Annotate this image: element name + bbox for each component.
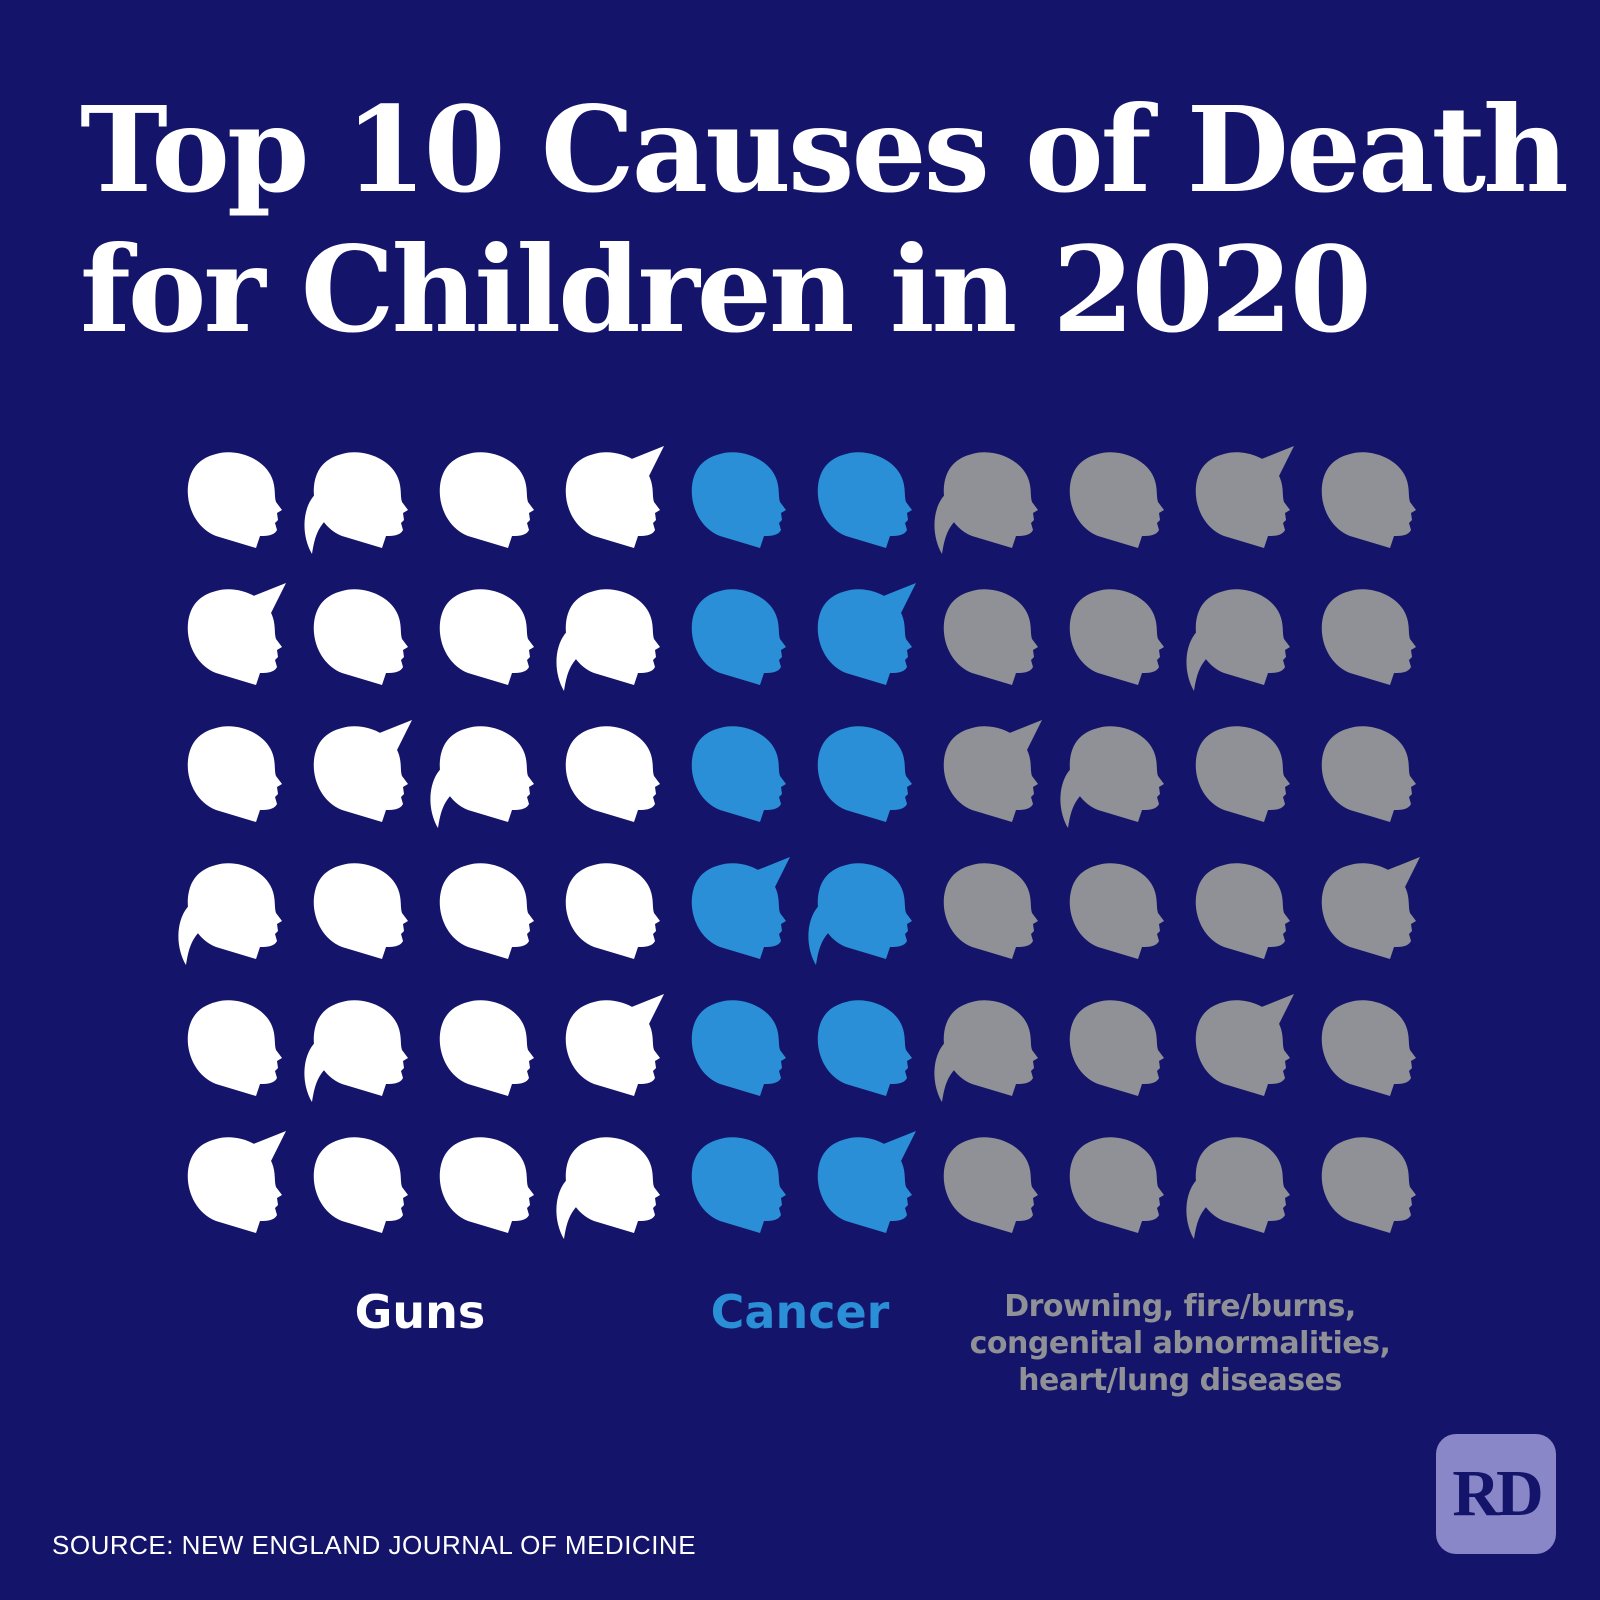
child-head-icon	[691, 452, 786, 548]
child-head-icon	[1195, 863, 1290, 959]
child-head-icon	[934, 1000, 1038, 1102]
child-head-icon	[1321, 452, 1416, 548]
child-head-icon	[1186, 589, 1290, 691]
child-head-icon	[187, 1131, 286, 1233]
child-head-icon	[691, 589, 786, 685]
child-head-icon	[934, 452, 1038, 554]
child-head-icon	[691, 857, 790, 959]
child-head-icon	[565, 446, 664, 548]
child-head-icon	[313, 720, 412, 822]
child-head-icon	[1321, 1137, 1416, 1233]
child-head-icon	[1069, 863, 1164, 959]
child-head-icon	[187, 726, 282, 822]
child-head-icon	[1069, 1000, 1164, 1096]
child-head-icon	[1321, 589, 1416, 685]
child-head-icon	[439, 589, 534, 685]
child-head-icon	[565, 863, 660, 959]
child-head-icon	[943, 863, 1038, 959]
child-head-icon	[313, 589, 408, 685]
child-head-icon	[1321, 726, 1416, 822]
child-head-icon	[817, 1131, 916, 1233]
child-head-icon	[1069, 589, 1164, 685]
child-head-icon	[304, 452, 408, 554]
child-head-icons	[178, 446, 1420, 1239]
label-other-line-1: Drowning, fire/burns,	[1004, 1289, 1356, 1324]
label-other-line-2: congenital abnormalities,	[969, 1326, 1391, 1361]
child-head-icon	[943, 1137, 1038, 1233]
infographic-title: Top 10 Causes of Death for Children in 2…	[80, 80, 1569, 360]
rd-logo: RD	[1436, 1434, 1556, 1554]
child-head-icon	[1069, 1137, 1164, 1233]
child-head-icon	[430, 726, 534, 828]
child-head-icon	[1195, 446, 1294, 548]
title-line-1: Top 10 Causes of Death	[80, 80, 1569, 219]
child-head-icon	[439, 452, 534, 548]
child-head-icon	[313, 1137, 408, 1233]
child-head-icon	[439, 1137, 534, 1233]
child-head-icon	[817, 452, 912, 548]
label-cancer: Cancer	[710, 1285, 890, 1339]
child-head-icon	[691, 1137, 786, 1233]
label-other-line-3: heart/lung diseases	[1018, 1363, 1342, 1398]
child-head-icon	[565, 726, 660, 822]
child-head-icon	[817, 726, 912, 822]
child-head-icon	[439, 863, 534, 959]
rd-logo-text: RD	[1452, 1457, 1543, 1530]
child-head-icon	[556, 589, 660, 691]
child-head-icon	[1186, 1137, 1290, 1239]
child-head-icon	[808, 863, 912, 965]
child-head-icon	[1060, 726, 1164, 828]
child-head-icon	[817, 583, 916, 685]
child-head-icon	[187, 452, 282, 548]
child-head-icon	[187, 1000, 282, 1096]
child-head-icon	[943, 589, 1038, 685]
child-head-icon	[313, 863, 408, 959]
label-guns: Guns	[354, 1285, 486, 1339]
child-head-icon	[556, 1137, 660, 1239]
child-head-icon	[691, 726, 786, 822]
child-head-icon	[1321, 857, 1420, 959]
label-other-causes: Drowning, fire/burns, congenital abnorma…	[950, 1288, 1410, 1399]
source-note: SOURCE: NEW ENGLAND JOURNAL OF MEDICINE	[52, 1530, 697, 1560]
child-head-icon	[817, 1000, 912, 1096]
child-head-icon	[1069, 452, 1164, 548]
child-head-icon	[565, 994, 664, 1096]
child-head-icon	[1195, 726, 1290, 822]
child-head-icon	[943, 720, 1042, 822]
child-head-grid	[170, 430, 1430, 1250]
child-head-icon	[1321, 1000, 1416, 1096]
child-head-icon	[304, 1000, 408, 1102]
child-head-icon	[178, 863, 282, 965]
child-head-icon	[439, 1000, 534, 1096]
child-head-icon	[1195, 994, 1294, 1096]
child-head-icon	[691, 1000, 786, 1096]
child-head-icon	[187, 583, 286, 685]
title-line-2: for Children in 2020	[80, 220, 1372, 359]
